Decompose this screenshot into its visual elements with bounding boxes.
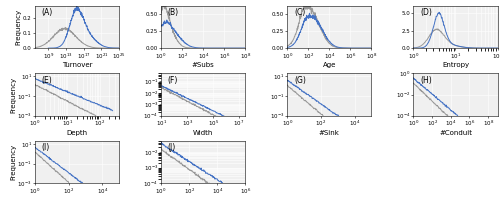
Text: (I): (I) (42, 143, 50, 152)
Y-axis label: Frequency: Frequency (10, 144, 16, 180)
Y-axis label: Frequency: Frequency (16, 9, 22, 45)
X-axis label: Age: Age (322, 62, 336, 68)
X-axis label: #Subs: #Subs (192, 62, 214, 68)
X-axis label: Width: Width (193, 130, 214, 136)
Text: (G): (G) (294, 76, 306, 85)
X-axis label: #Sink: #Sink (319, 130, 340, 136)
Text: (C): (C) (294, 8, 305, 17)
X-axis label: Depth: Depth (66, 130, 87, 136)
Text: (J): (J) (168, 143, 176, 152)
Text: (A): (A) (42, 8, 53, 17)
X-axis label: #Conduit: #Conduit (439, 130, 472, 136)
Text: (F): (F) (168, 76, 178, 85)
Text: (B): (B) (168, 8, 179, 17)
Text: (D): (D) (420, 8, 432, 17)
Y-axis label: Frequency: Frequency (10, 76, 16, 113)
Text: (E): (E) (42, 76, 52, 85)
X-axis label: Turnover: Turnover (62, 62, 92, 68)
X-axis label: Entropy: Entropy (442, 62, 469, 68)
Text: (H): (H) (420, 76, 432, 85)
